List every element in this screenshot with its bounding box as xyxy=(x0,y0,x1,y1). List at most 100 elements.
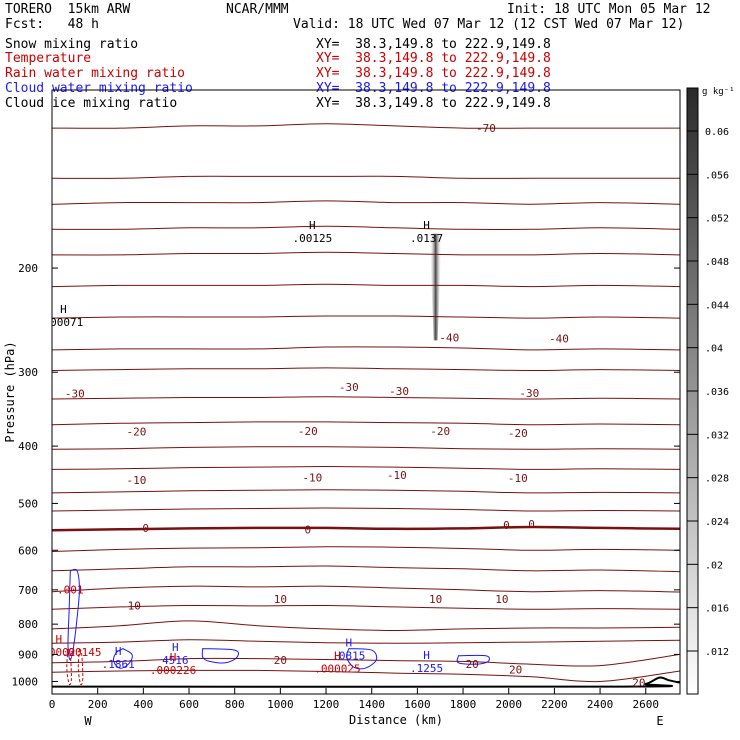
temperature-contour xyxy=(52,283,680,288)
colorbar-tick-label: .024 xyxy=(705,517,729,528)
temperature-contour xyxy=(52,123,680,129)
colorbar-tick-label: .04 xyxy=(705,344,723,355)
x-tick-label: 0 xyxy=(49,698,56,711)
init-time: Init: 18 UTC Mon 05 Mar 12 xyxy=(507,2,711,17)
maximum-value: .000226 xyxy=(150,664,196,677)
colorbar-tick-label: .012 xyxy=(705,647,729,658)
x-tick-label: 1400 xyxy=(358,698,385,711)
colorbar-tick-label: .028 xyxy=(705,474,729,485)
maximum-value: .00125 xyxy=(292,232,332,245)
contour-label: 20 xyxy=(632,677,645,690)
temperature-contour xyxy=(52,653,680,667)
maximum-value: .001 xyxy=(57,583,84,596)
contour-label: 10 xyxy=(429,593,442,606)
maximum-value: 4516 xyxy=(162,654,189,667)
field-name-rain: Rain water mixing ratio xyxy=(5,66,186,81)
field-xy-cloud-water: XY= 38.3,149.8 to 222.9,149.8 xyxy=(316,81,551,96)
maximum-marker: H xyxy=(346,637,353,650)
temperature-contour xyxy=(52,175,680,179)
temperature-contour xyxy=(52,251,680,256)
field-name-cloud-water: Cloud water mixing ratio xyxy=(5,81,193,96)
x-tick-label: 1800 xyxy=(450,698,477,711)
x-tick-label: 1200 xyxy=(313,698,340,711)
contour-label: -30 xyxy=(389,385,409,398)
contour-label: -70 xyxy=(476,122,496,135)
maximum-value: .00145 xyxy=(62,646,102,659)
contour-label: -20 xyxy=(430,425,450,438)
y-tick-label: 400 xyxy=(18,440,38,453)
x-tick-label: 400 xyxy=(133,698,153,711)
maximum-marker: H xyxy=(309,219,316,232)
contour-label: -10 xyxy=(302,471,322,484)
x-axis-label: Distance (km) xyxy=(349,713,443,727)
maximum-marker: H xyxy=(56,633,63,646)
valid-time: Valid: 18 UTC Wed 07 Mar 12 (12 CST Wed … xyxy=(293,17,685,32)
colorbar-tick-label: .016 xyxy=(705,604,729,615)
field-xy-temperature: XY= 38.3,149.8 to 222.9,149.8 xyxy=(316,51,551,66)
field-name-temperature: Temperature xyxy=(5,51,92,66)
contour-label: -10 xyxy=(508,472,528,485)
maximum-marker: H xyxy=(60,303,67,316)
temperature-contour xyxy=(52,200,680,205)
colorbar-tick-label: .032 xyxy=(705,430,729,441)
field-name-snow: Snow mixing ratio xyxy=(5,37,139,52)
model-label: TORERO 15km ARW xyxy=(5,2,131,17)
cloud-water-contour xyxy=(456,654,490,665)
maximum-value: .00071 xyxy=(44,316,84,329)
rain-water-contour xyxy=(66,648,72,686)
maximum-marker: H xyxy=(423,649,430,662)
y-tick-label: 600 xyxy=(18,544,38,557)
maximum-marker: H xyxy=(334,649,341,662)
colorbar-tick-label: .056 xyxy=(705,170,729,181)
x-tick-label: 1000 xyxy=(267,698,294,711)
x-tick-label: 200 xyxy=(88,698,108,711)
y-axis-label: Pressure (hPa) xyxy=(3,341,17,442)
x-tick-label: 2400 xyxy=(587,698,614,711)
colorbar-tick-label: .052 xyxy=(705,214,729,225)
contour-label: -20 xyxy=(127,426,147,439)
temperature-contour xyxy=(52,620,680,632)
temperature-contour xyxy=(52,489,680,494)
contour-label: 0 xyxy=(142,522,149,535)
maximum-value: .000025 xyxy=(314,662,360,675)
contour-label: -40 xyxy=(439,331,459,344)
y-tick-label: 200 xyxy=(18,262,38,275)
y-tick-label: 1000 xyxy=(12,675,39,688)
maximum-marker: H xyxy=(172,641,179,654)
maximum-value: .0815 xyxy=(332,650,365,663)
colorbar-tick-label: .044 xyxy=(705,300,729,311)
ice-shading xyxy=(429,233,442,341)
contour-label: 20 xyxy=(509,664,522,677)
org-label: NCAR/MMM xyxy=(226,2,289,17)
contour-label: -30 xyxy=(339,381,359,394)
contour-label: -20 xyxy=(298,425,318,438)
field-xy-snow: XY= 38.3,149.8 to 222.9,149.8 xyxy=(316,37,551,52)
temperature-contour xyxy=(52,585,680,593)
colorbar-tick-label: 0.06 xyxy=(705,127,729,138)
contour-label: 10 xyxy=(274,593,287,606)
x-tick-label: 800 xyxy=(225,698,245,711)
temperature-contour xyxy=(52,669,680,683)
west-label: W xyxy=(84,714,92,728)
forecast-hour: Fcst: 48 h xyxy=(5,17,99,32)
contour-label: 20 xyxy=(274,654,287,667)
x-tick-label: 2000 xyxy=(495,698,522,711)
colorbar-unit: g kg⁻¹ xyxy=(702,87,735,97)
y-tick-label: 300 xyxy=(18,366,38,379)
temperature-contour xyxy=(52,604,680,610)
cloud-water-contour xyxy=(201,648,240,664)
contour-label: -10 xyxy=(387,469,407,482)
maximum-marker: H xyxy=(115,645,122,658)
x-tick-label: 2200 xyxy=(541,698,568,711)
contour-label: 20 xyxy=(466,658,479,671)
temperature-contour xyxy=(52,315,680,319)
maximum-marker: H xyxy=(423,219,430,232)
cloud-water-contour xyxy=(112,647,133,669)
y-tick-label: 900 xyxy=(18,648,38,661)
cloud-water-contour xyxy=(67,568,80,661)
maximum-value: .0002 xyxy=(42,646,75,659)
temperature-contour xyxy=(52,639,680,644)
maximum-marker: H xyxy=(170,651,177,664)
